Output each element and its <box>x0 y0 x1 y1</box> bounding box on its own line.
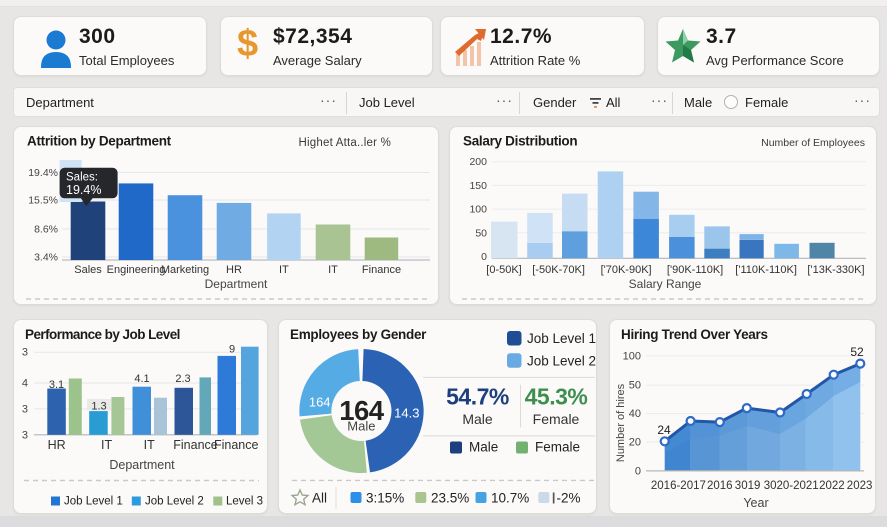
svg-text:3:15%: 3:15% <box>366 491 404 506</box>
svg-text:3020-2021: 3020-2021 <box>764 480 819 492</box>
svg-text:Sales: Sales <box>74 264 102 276</box>
svg-text:2016: 2016 <box>707 480 733 492</box>
svg-text:Female: Female <box>535 440 580 455</box>
svg-text:24: 24 <box>657 423 671 437</box>
svg-text:['70K-90K]: ['70K-90K] <box>601 264 652 276</box>
svg-text:Sales:: Sales: <box>66 172 98 184</box>
svg-text:Salary Distribution: Salary Distribution <box>463 134 577 149</box>
svg-text:3: 3 <box>22 403 28 415</box>
svg-text:Finance: Finance <box>214 438 259 452</box>
svg-text:9: 9 <box>229 344 235 356</box>
svg-text:HR: HR <box>226 264 242 276</box>
svg-text:4: 4 <box>22 378 28 390</box>
svg-text:All: All <box>312 491 327 506</box>
svg-text:15.5%: 15.5% <box>28 195 58 207</box>
svg-text:Male: Male <box>347 419 375 434</box>
svg-text:10.7%: 10.7% <box>491 491 529 506</box>
svg-text:IT: IT <box>144 438 155 452</box>
svg-text:20: 20 <box>629 437 641 449</box>
svg-text:Department: Department <box>205 277 268 291</box>
svg-text:[-50K-70K]: [-50K-70K] <box>532 264 585 276</box>
svg-text:Attrition by Department: Attrition by Department <box>27 134 172 149</box>
svg-text:IT: IT <box>101 438 112 452</box>
svg-text:100: 100 <box>623 350 641 362</box>
svg-text:Male: Male <box>462 411 493 427</box>
svg-text:Performance by Job Level: Performance by Job Level <box>25 327 180 342</box>
svg-text:45.3%: 45.3% <box>525 384 588 410</box>
svg-text:Department: Department <box>109 458 175 472</box>
svg-text:164: 164 <box>309 395 331 410</box>
svg-text:0: 0 <box>481 251 487 263</box>
svg-text:Employees by Gender: Employees by Gender <box>290 327 427 342</box>
svg-text:150: 150 <box>469 180 487 192</box>
svg-text:Job Level 1: Job Level 1 <box>64 496 123 508</box>
svg-text:Finance: Finance <box>173 438 218 452</box>
svg-text:200: 200 <box>469 156 487 168</box>
svg-text:3019: 3019 <box>735 480 761 492</box>
svg-text:[0-50K]: [0-50K] <box>486 264 521 276</box>
svg-text:Marketing: Marketing <box>161 264 209 276</box>
svg-text:['13K-330K]: ['13K-330K] <box>807 264 864 276</box>
svg-text:164: 164 <box>339 395 385 426</box>
svg-text:4.1: 4.1 <box>134 373 149 385</box>
svg-text:1.3: 1.3 <box>91 401 106 413</box>
svg-text:Job Level 2: Job Level 2 <box>527 353 596 368</box>
svg-text:Level 3: Level 3 <box>226 496 263 508</box>
svg-text:2.3: 2.3 <box>175 373 190 385</box>
svg-text:-2%: -2% <box>557 491 581 506</box>
svg-text:Number of hires: Number of hires <box>615 383 627 462</box>
svg-text:Job Level 2: Job Level 2 <box>145 496 204 508</box>
svg-text:Hiring Trend Over Years: Hiring Trend Over Years <box>621 327 768 342</box>
svg-text:54.7%: 54.7% <box>446 384 509 410</box>
svg-text:3: 3 <box>22 429 28 441</box>
svg-text:23.5%: 23.5% <box>431 491 469 506</box>
svg-text:Finance: Finance <box>362 264 401 276</box>
svg-text:52: 52 <box>850 345 864 359</box>
svg-text:14.3: 14.3 <box>394 406 419 421</box>
svg-text:19.4%: 19.4% <box>66 183 101 197</box>
svg-text:Year: Year <box>743 496 768 510</box>
svg-text:Female: Female <box>533 411 580 427</box>
svg-text:8.6%: 8.6% <box>34 224 58 236</box>
svg-text:Engineering: Engineering <box>107 264 166 276</box>
svg-text:0: 0 <box>635 465 641 477</box>
svg-text:3: 3 <box>22 347 28 359</box>
svg-text:50: 50 <box>475 227 487 239</box>
svg-text:Male: Male <box>469 440 498 455</box>
svg-text:IT: IT <box>328 264 338 276</box>
svg-text:Job Level 1: Job Level 1 <box>527 331 596 346</box>
svg-text:['110K-110K]: ['110K-110K] <box>735 264 797 276</box>
svg-text:2023: 2023 <box>847 480 873 492</box>
svg-text:2022: 2022 <box>819 480 845 492</box>
svg-text:Salary Range: Salary Range <box>629 277 702 291</box>
svg-text:IT: IT <box>279 264 289 276</box>
svg-text:['90K-110K]: ['90K-110K] <box>667 264 723 276</box>
svg-text:2016-2017: 2016-2017 <box>651 480 706 492</box>
svg-text:Highet Atta..ler %: Highet Atta..ler % <box>299 137 391 149</box>
svg-text:3.4%: 3.4% <box>34 252 58 264</box>
svg-text:Number of Employees: Number of Employees <box>761 137 865 149</box>
svg-text:50: 50 <box>629 380 641 392</box>
svg-text:3.1: 3.1 <box>49 379 64 391</box>
svg-text:40: 40 <box>629 408 641 420</box>
svg-text:HR: HR <box>48 438 66 452</box>
svg-text:100: 100 <box>469 204 487 216</box>
svg-text:19.4%: 19.4% <box>28 167 58 179</box>
